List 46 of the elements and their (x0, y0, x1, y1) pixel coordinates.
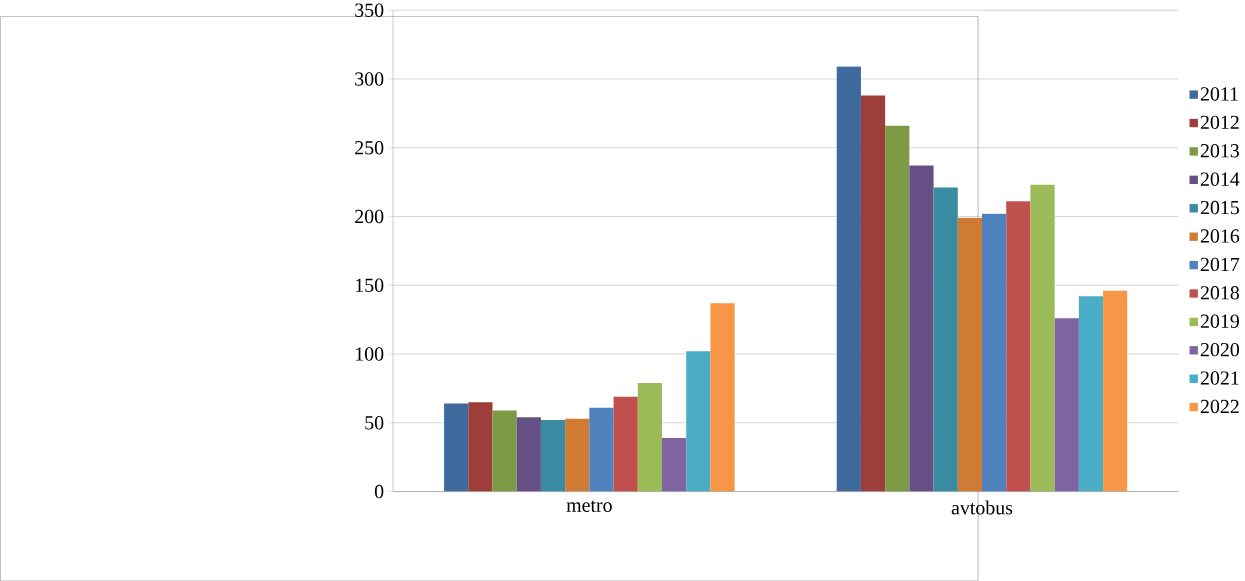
y-tick-label: 0 (374, 484, 384, 499)
bar (1006, 201, 1031, 492)
legend-label: 2016 (1200, 229, 1240, 243)
bar (565, 418, 590, 492)
bar (661, 437, 687, 492)
legend-label: 2020 (1200, 342, 1240, 357)
bar (1103, 290, 1128, 492)
legend-label: 2011 (1200, 87, 1238, 101)
y-tick-label: 150 (356, 278, 384, 292)
legend-label: 2013 (1200, 143, 1239, 158)
bar (933, 187, 958, 492)
bar (516, 417, 541, 492)
bar (982, 213, 1007, 492)
y-tick-label: 350 (355, 3, 384, 17)
legend-label: 2021 (1200, 371, 1239, 385)
bar (637, 382, 662, 492)
x-tick-label: avtobus (951, 500, 1013, 515)
bar (710, 302, 735, 492)
bar (492, 410, 517, 492)
y-tick-label: 300 (355, 72, 384, 86)
bar (589, 407, 614, 492)
y-tick-label: 200 (355, 209, 384, 224)
bar (836, 66, 861, 492)
legend-label: 2015 (1200, 200, 1239, 215)
legend-label: 2014 (1200, 172, 1240, 186)
legend-label: 2017 (1200, 257, 1240, 271)
legend-label: 2012 (1200, 115, 1239, 129)
bar (613, 396, 638, 492)
y-tick-label: 250 (355, 140, 384, 155)
bar (468, 402, 493, 492)
bar (957, 217, 982, 492)
x-tick-label: metro (566, 500, 612, 512)
bar (1030, 184, 1055, 492)
y-tick-label: 50 (365, 415, 384, 430)
bar (885, 125, 910, 492)
bar (860, 95, 886, 492)
legend-label: 2022 (1200, 399, 1239, 413)
legend-label: 2018 (1200, 285, 1240, 300)
bar (540, 419, 566, 492)
bar (686, 351, 711, 492)
y-tick-label: 100 (356, 347, 384, 361)
bar (444, 403, 469, 492)
bar (909, 165, 934, 492)
bar (1078, 296, 1104, 492)
legend-label: 2019 (1200, 314, 1239, 328)
bar (1054, 318, 1079, 492)
